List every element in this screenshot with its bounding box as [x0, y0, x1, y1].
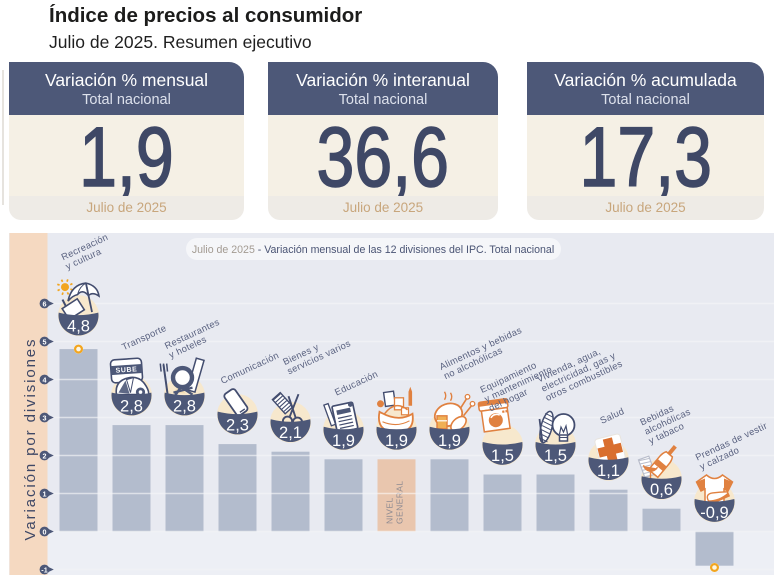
svg-text:5: 5	[43, 337, 47, 346]
svg-text:3: 3	[43, 413, 47, 422]
svg-text:1,5: 1,5	[491, 447, 514, 465]
svg-text:2,8: 2,8	[120, 398, 143, 416]
svg-text:Variación por divisiones: Variación por divisiones	[22, 338, 39, 541]
svg-text:1,5: 1,5	[544, 447, 567, 465]
svg-text:0: 0	[43, 527, 47, 536]
svg-text:-0,9: -0,9	[700, 504, 728, 522]
svg-text:1,9: 1,9	[438, 432, 461, 450]
svg-text:1: 1	[43, 489, 47, 498]
svg-text:4,8: 4,8	[67, 318, 90, 336]
svg-text:6: 6	[43, 299, 47, 308]
svg-text:GENERAL: GENERAL	[395, 481, 405, 524]
svg-text:NIVEL: NIVEL	[385, 497, 395, 524]
svg-text:Julio de 2025 - Variación mens: Julio de 2025 - Variación mensual de las…	[192, 244, 554, 256]
svg-text:1,9: 1,9	[332, 432, 355, 450]
svg-text:-1: -1	[41, 565, 47, 574]
svg-text:4: 4	[43, 375, 47, 384]
svg-text:1,9: 1,9	[385, 432, 408, 450]
svg-text:2,3: 2,3	[226, 417, 249, 435]
svg-text:2,1: 2,1	[279, 424, 302, 442]
svg-text:SUBE: SUBE	[115, 366, 137, 375]
svg-text:0,6: 0,6	[650, 481, 673, 499]
svg-text:2: 2	[43, 451, 47, 460]
svg-text:2,8: 2,8	[173, 398, 196, 416]
svg-text:1,1: 1,1	[597, 462, 620, 480]
